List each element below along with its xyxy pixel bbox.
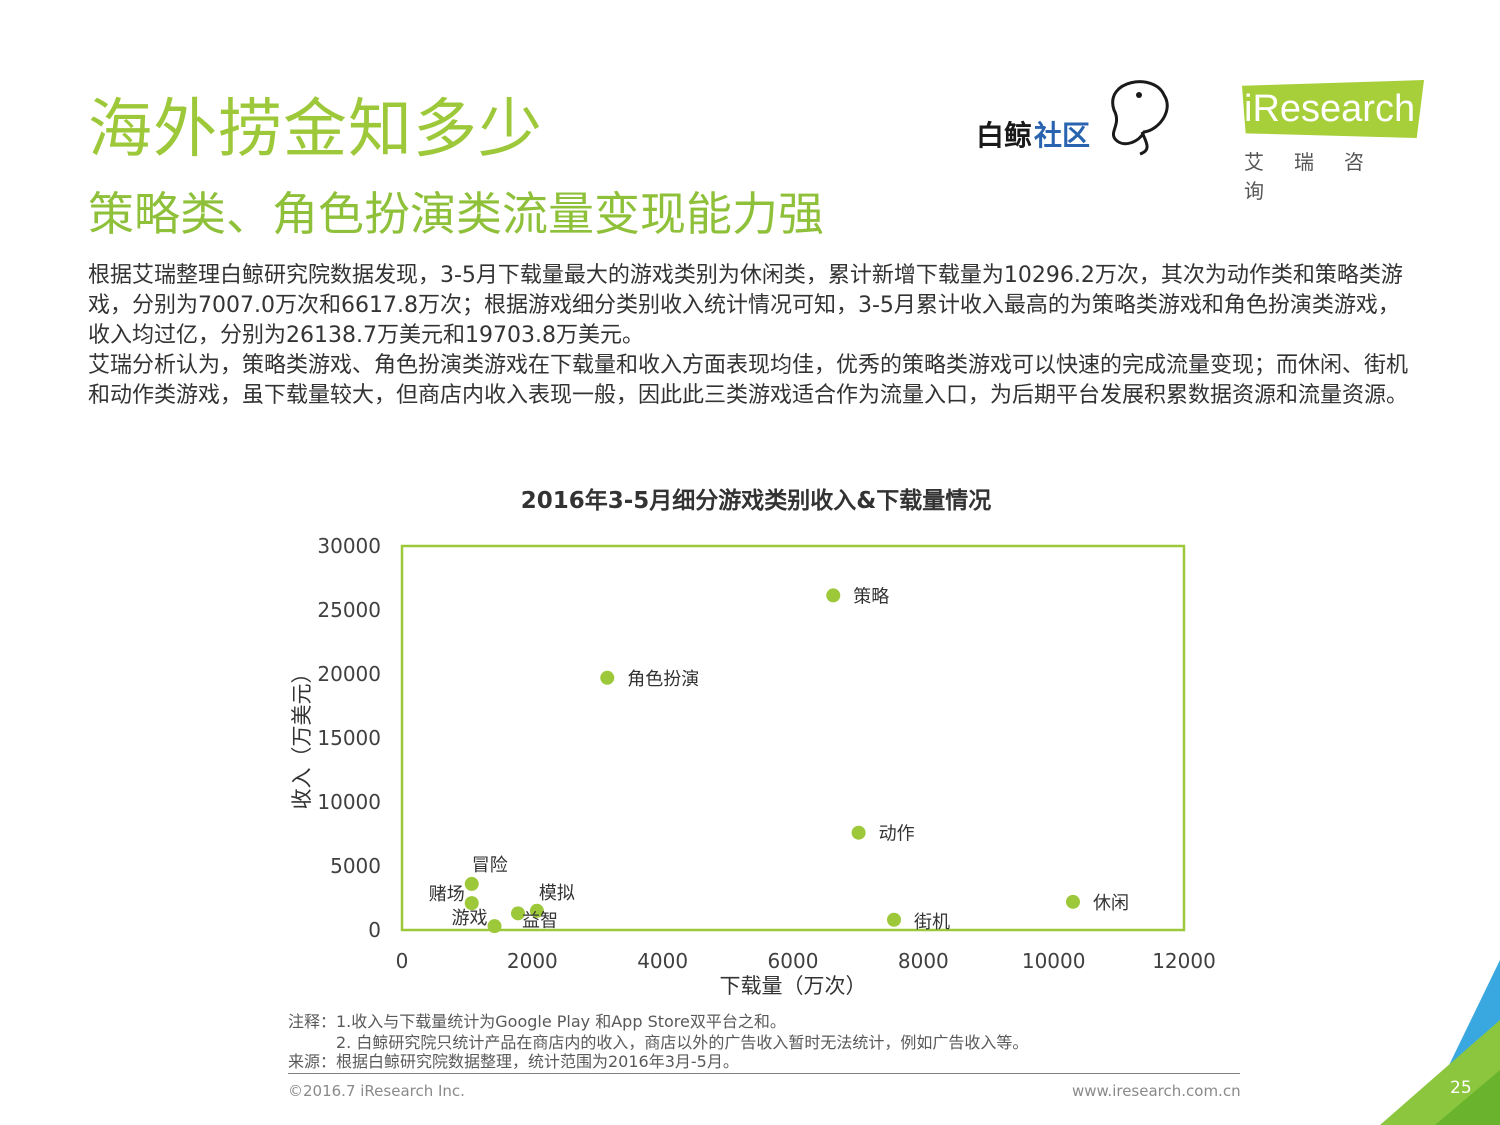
- y-tick-label: 5000: [330, 854, 381, 878]
- data-point-label: 游戏: [452, 908, 488, 929]
- copyright: ©2016.7 iResearch Inc.: [288, 1082, 465, 1100]
- x-tick-label: 2000: [507, 949, 558, 973]
- data-point: [1065, 894, 1080, 909]
- note-2: 2. 白鲸研究院只统计产品在商店内的收入，商店以外的广告收入暂时无法统计，例如广…: [336, 1033, 1029, 1052]
- page-title: 海外捞金知多少: [88, 93, 543, 167]
- y-tick-label: 10000: [317, 790, 381, 814]
- baijing-logo-text-accent: 社区: [1034, 119, 1091, 152]
- data-point-label: 休闲: [1093, 893, 1129, 914]
- y-tick-label: 0: [368, 918, 381, 942]
- x-tick-label: 4000: [637, 949, 688, 973]
- body-paragraph-2: 艾瑞分析认为，策略类游戏、角色扮演类游戏在下载量和收入方面表现均佳，优秀的策略类…: [88, 353, 1409, 408]
- iresearch-logo-banner: [1242, 80, 1424, 138]
- data-point: [851, 825, 866, 840]
- data-point: [510, 906, 525, 921]
- y-tick-label: 20000: [317, 662, 381, 686]
- data-point-label: 策略: [853, 586, 889, 607]
- page-number: 25: [1450, 1078, 1472, 1098]
- data-point: [826, 588, 841, 603]
- data-point-label: 益智: [522, 910, 558, 931]
- x-tick-label: 10000: [1022, 949, 1086, 973]
- data-point-label: 动作: [879, 824, 915, 845]
- iresearch-logo-cn: 艾瑞咨询: [1244, 150, 1394, 203]
- x-axis-ticks: 0 2000 4000 6000 8000 10000 12000: [396, 949, 1216, 973]
- data-point: [529, 903, 544, 918]
- x-tick-label: 8000: [898, 949, 949, 973]
- page-subtitle: 策略类、角色扮演类流量变现能力强: [88, 187, 824, 241]
- x-tick-label: 6000: [768, 949, 819, 973]
- website-link[interactable]: www.iresearch.com.cn: [1072, 1082, 1241, 1100]
- chart-title: 2016年3-5月细分游戏类别收入&下载量情况: [520, 488, 992, 514]
- data-point: [600, 670, 615, 685]
- x-tick-label: 0: [396, 949, 409, 973]
- data-point-label: 角色扮演: [627, 669, 699, 690]
- iresearch-logo-text: iResearch: [1244, 88, 1416, 130]
- plot-frame: [400, 544, 1186, 932]
- x-tick-label: 12000: [1152, 949, 1216, 973]
- iresearch-logo: iResearch 艾瑞咨询: [1238, 80, 1428, 203]
- y-tick-label: 15000: [317, 726, 381, 750]
- y-tick-label: 30000: [317, 534, 381, 558]
- data-point-label: 模拟: [539, 883, 575, 904]
- footer-divider: [288, 1073, 1240, 1074]
- baijing-logo-text: 白鲸: [976, 119, 1033, 152]
- whale-icon: [1111, 80, 1169, 156]
- corner-decoration: [1380, 960, 1500, 1125]
- note-1: 注释：1.收入与下载量统计为Google Play 和App Store双平台之…: [288, 1012, 786, 1031]
- body-paragraph-1: 根据艾瑞整理白鲸研究院数据发现，3-5月下载量最大的游戏类别为休闲类，累计新增下…: [88, 263, 1403, 348]
- y-tick-label: 25000: [317, 598, 381, 622]
- data-point: [464, 896, 479, 911]
- data-point: [887, 912, 902, 927]
- y-axis-ticks: 0 5000 10000 15000 20000 25000 30000: [317, 534, 381, 942]
- y-axis-label: 收入（万美元）: [290, 663, 314, 810]
- data-point-label: 冒险: [472, 855, 508, 876]
- source-note: 来源：根据白鲸研究院数据整理，统计范围为2016年3月-5月。: [288, 1052, 739, 1071]
- x-axis-label: 下载量（万次）: [720, 974, 867, 998]
- baijing-logo: 白鲸 社区: [976, 70, 1186, 165]
- data-point-label: 赌场: [429, 884, 465, 905]
- scatter-chart: 0 5000 10000 15000 20000 25000 30000 0 2000 4000…: [290, 534, 1216, 998]
- data-point-label: 街机: [914, 912, 950, 933]
- data-point: [487, 919, 502, 934]
- data-point: [464, 876, 479, 891]
